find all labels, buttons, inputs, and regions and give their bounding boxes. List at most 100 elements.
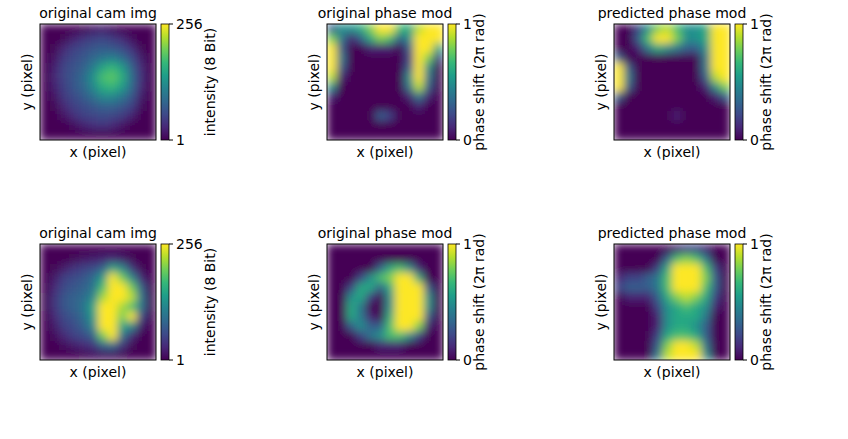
frame — [327, 24, 443, 140]
cell — [98, 92, 108, 102]
cell — [137, 92, 147, 102]
cell — [59, 350, 69, 360]
cell — [356, 121, 366, 131]
cell — [711, 321, 721, 331]
cell — [356, 72, 366, 82]
cell — [701, 331, 711, 341]
cell — [337, 101, 347, 111]
cell — [346, 302, 356, 312]
cell — [50, 254, 60, 264]
cell — [643, 130, 653, 140]
cell — [108, 312, 118, 322]
cell — [40, 244, 50, 254]
cell — [720, 350, 730, 360]
cell — [127, 82, 137, 92]
image — [327, 244, 443, 360]
cell — [146, 72, 156, 82]
cell — [327, 101, 337, 111]
cell — [701, 101, 711, 111]
cell — [375, 312, 385, 322]
colorbar-tick — [743, 244, 747, 245]
cell — [614, 263, 624, 273]
cell — [395, 254, 405, 264]
cell — [127, 111, 137, 121]
cell — [424, 254, 434, 264]
cell — [137, 244, 147, 254]
cell — [137, 321, 147, 331]
cell — [682, 254, 692, 264]
colorbar-tick — [169, 360, 173, 361]
cell — [98, 24, 108, 34]
cell — [137, 101, 147, 111]
cell — [40, 92, 50, 102]
cell — [682, 273, 692, 283]
cell — [643, 331, 653, 341]
cell — [395, 321, 405, 331]
cell — [346, 121, 356, 131]
cell — [108, 43, 118, 53]
cell — [40, 292, 50, 302]
cell — [662, 283, 672, 293]
cell — [137, 273, 147, 283]
cell — [711, 101, 721, 111]
cell — [108, 101, 118, 111]
cell — [672, 254, 682, 264]
cell — [662, 130, 672, 140]
cell — [137, 350, 147, 360]
cell — [50, 283, 60, 293]
cell — [672, 331, 682, 341]
cell — [88, 283, 98, 293]
cell — [346, 34, 356, 44]
cell — [98, 321, 108, 331]
cell — [59, 312, 69, 322]
cell — [662, 273, 672, 283]
cell — [653, 130, 663, 140]
cell — [69, 331, 79, 341]
cell — [701, 43, 711, 53]
cell — [414, 34, 424, 44]
cell — [433, 34, 443, 44]
cell — [108, 254, 118, 264]
cell — [711, 331, 721, 341]
cell — [50, 350, 60, 360]
x-label: x (pixel) — [70, 144, 127, 160]
colorbar — [161, 24, 169, 140]
cell — [346, 82, 356, 92]
colorbar-label: phase shift (2π rad) — [471, 233, 487, 370]
cell — [701, 254, 711, 264]
cell — [375, 283, 385, 293]
cell — [614, 121, 624, 131]
cell — [59, 273, 69, 283]
cell — [108, 331, 118, 341]
cell — [117, 350, 127, 360]
cell — [672, 302, 682, 312]
cell — [662, 244, 672, 254]
cell — [404, 302, 414, 312]
cell — [337, 302, 347, 312]
cell — [50, 101, 60, 111]
cell — [404, 283, 414, 293]
cell — [385, 350, 395, 360]
cell — [414, 302, 424, 312]
cell — [404, 34, 414, 44]
cell — [395, 341, 405, 351]
cell — [624, 302, 634, 312]
cell — [653, 292, 663, 302]
cell — [375, 101, 385, 111]
cell — [337, 263, 347, 273]
cell — [395, 273, 405, 283]
x-label: x (pixel) — [644, 144, 701, 160]
cell — [88, 92, 98, 102]
cell — [337, 72, 347, 82]
colorbar-tick — [169, 24, 173, 25]
colorbar — [161, 244, 169, 360]
cell — [88, 292, 98, 302]
cell — [375, 341, 385, 351]
cell — [395, 312, 405, 322]
cell — [59, 121, 69, 131]
colorbar-label: intensity (8 Bit) — [202, 248, 218, 356]
cell — [375, 292, 385, 302]
cell — [59, 43, 69, 53]
cell — [624, 263, 634, 273]
cell — [59, 341, 69, 351]
